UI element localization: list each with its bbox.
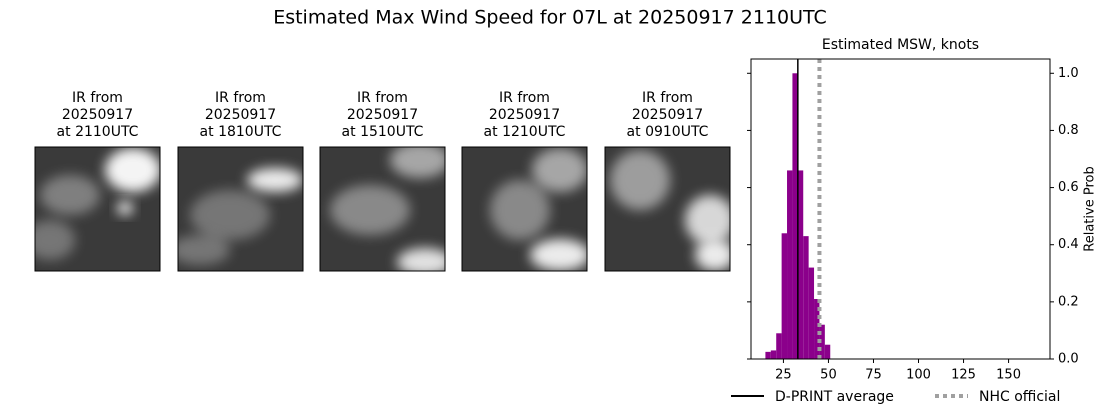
histogram-bar <box>808 267 815 359</box>
histogram-bar <box>824 344 831 359</box>
ir-frame <box>604 146 731 272</box>
histogram-bar <box>797 170 804 359</box>
y-tick-label: 0.6 <box>1058 180 1079 195</box>
ir-frame <box>177 146 304 272</box>
panel-title: at 2110UTC <box>57 124 139 140</box>
x-tick-label: 125 <box>951 368 976 383</box>
panel-title: at 1510UTC <box>342 124 424 140</box>
ir-image <box>178 147 303 271</box>
y-axis-label: Relative Prob <box>1083 166 1098 251</box>
panel-title: at 1810UTC <box>200 124 282 140</box>
x-tick-label: 75 <box>865 368 882 383</box>
cloud <box>105 148 160 192</box>
x-tick-label: 100 <box>906 368 931 383</box>
cloud <box>178 235 230 265</box>
y-tick-label: 0.2 <box>1058 294 1079 309</box>
ir-image <box>35 147 160 271</box>
panel-title: 20250917 <box>632 107 703 123</box>
y-tick-label: 1.0 <box>1058 66 1079 81</box>
panel-title: IR from <box>72 90 123 106</box>
ir-frame <box>319 146 446 272</box>
y-tick-label: 0.0 <box>1058 352 1079 367</box>
histogram-bar <box>770 350 777 359</box>
legend-label: D-PRINT average <box>775 389 894 405</box>
histogram-bar <box>814 299 820 359</box>
ir-image <box>320 147 445 271</box>
cloud <box>40 175 100 215</box>
cloud <box>117 201 133 215</box>
panel-title: 20250917 <box>62 107 133 123</box>
x-tick-label: 25 <box>775 368 792 383</box>
cloud <box>190 190 270 240</box>
cloud <box>685 195 730 245</box>
cloud <box>330 185 410 235</box>
ir-image <box>605 147 730 271</box>
legend-label: NHC official <box>979 389 1060 405</box>
panel-title: at 1210UTC <box>484 124 566 140</box>
panel-title: 20250917 <box>489 107 560 123</box>
histogram-bar <box>803 236 809 359</box>
cloud <box>490 180 550 240</box>
histogram-bar <box>781 233 788 359</box>
cloud <box>610 150 670 210</box>
chart-title: Estimated MSW, knots <box>822 37 979 53</box>
x-tick-label: 150 <box>996 368 1021 383</box>
y-tick-label: 0.4 <box>1058 237 1079 252</box>
ir-frame <box>461 146 588 272</box>
ir-image <box>462 147 587 271</box>
panel-title: at 0910UTC <box>627 124 709 140</box>
histogram-bar <box>792 73 798 360</box>
cloud <box>397 248 445 271</box>
cloud <box>695 239 730 271</box>
cloud <box>247 168 303 192</box>
figure-title: Estimated Max Wind Speed for 07L at 2025… <box>273 7 827 29</box>
cloud <box>35 220 75 260</box>
panel-title: 20250917 <box>205 107 276 123</box>
plot-frame <box>750 58 1051 360</box>
histogram-bar <box>819 324 825 359</box>
cloud <box>532 148 587 192</box>
panel-title: IR from <box>215 90 266 106</box>
cloud <box>530 239 587 271</box>
cloud <box>390 147 445 178</box>
histogram-bar <box>776 333 782 359</box>
y-tick-label: 0.8 <box>1058 123 1079 138</box>
histogram-bar <box>765 351 771 359</box>
ir-frame <box>34 146 161 272</box>
histogram-bar <box>787 170 793 359</box>
x-tick-label: 50 <box>820 368 837 383</box>
panel-title: 20250917 <box>347 107 418 123</box>
panel-title: IR from <box>642 90 693 106</box>
panel-title: IR from <box>357 90 408 106</box>
panel-title: IR from <box>499 90 550 106</box>
